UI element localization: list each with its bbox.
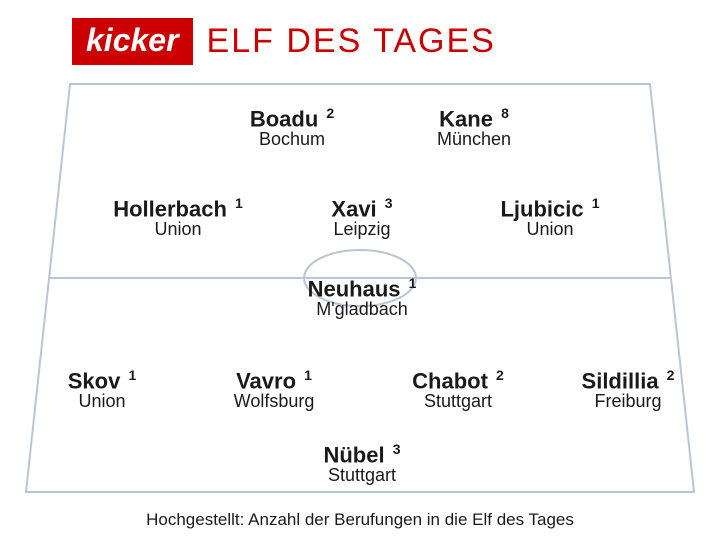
player-count: 8 bbox=[501, 105, 509, 121]
player-name: Boadu 2 bbox=[250, 106, 334, 130]
player-team: Union bbox=[68, 392, 137, 411]
player-name: Vavro 1 bbox=[234, 368, 315, 392]
player-skov: Skov 1Union bbox=[68, 368, 137, 411]
player-chabot: Chabot 2Stuttgart bbox=[412, 368, 504, 411]
player-team: Bochum bbox=[250, 130, 334, 149]
player-name: Chabot 2 bbox=[412, 368, 504, 392]
player-count: 3 bbox=[385, 195, 393, 211]
player-name: Hollerbach 1 bbox=[113, 196, 243, 220]
player-count: 2 bbox=[326, 105, 334, 121]
header: kicker ELF DES TAGES bbox=[72, 18, 496, 65]
player-hollerbach: Hollerbach 1Union bbox=[113, 196, 243, 239]
player-count: 2 bbox=[667, 367, 675, 383]
player-name: Xavi 3 bbox=[331, 196, 392, 220]
player-team: Stuttgart bbox=[323, 466, 400, 485]
player-vavro: Vavro 1Wolfsburg bbox=[234, 368, 315, 411]
player-count: 1 bbox=[128, 367, 136, 383]
player-team: München bbox=[437, 130, 511, 149]
player-boadu: Boadu 2Bochum bbox=[250, 106, 334, 149]
player-team: Leipzig bbox=[331, 220, 392, 239]
player-name: Kane 8 bbox=[437, 106, 511, 130]
player-ljubicic: Ljubicic 1Union bbox=[500, 196, 599, 239]
player-team: Union bbox=[113, 220, 243, 239]
player-count: 2 bbox=[496, 367, 504, 383]
player-sildillia: Sildillia 2Freiburg bbox=[582, 368, 675, 411]
player-count: 1 bbox=[409, 275, 417, 291]
player-count: 1 bbox=[235, 195, 243, 211]
player-name: Skov 1 bbox=[68, 368, 137, 392]
footnote: Hochgestellt: Anzahl der Berufungen in d… bbox=[0, 510, 720, 530]
player-count: 1 bbox=[304, 367, 312, 383]
player-count: 1 bbox=[592, 195, 600, 211]
kicker-logo: kicker bbox=[72, 18, 193, 65]
player-xavi: Xavi 3Leipzig bbox=[331, 196, 392, 239]
player-count: 3 bbox=[393, 441, 401, 457]
player-name: Nübel 3 bbox=[323, 442, 400, 466]
player-nübel: Nübel 3Stuttgart bbox=[323, 442, 400, 485]
player-neuhaus: Neuhaus 1M'gladbach bbox=[308, 276, 417, 319]
player-team: Freiburg bbox=[582, 392, 675, 411]
player-team: Stuttgart bbox=[412, 392, 504, 411]
player-name: Neuhaus 1 bbox=[308, 276, 417, 300]
player-team: Wolfsburg bbox=[234, 392, 315, 411]
player-name: Sildillia 2 bbox=[582, 368, 675, 392]
player-team: M'gladbach bbox=[308, 300, 417, 319]
player-team: Union bbox=[500, 220, 599, 239]
page-title: ELF DES TAGES bbox=[207, 22, 496, 61]
player-name: Ljubicic 1 bbox=[500, 196, 599, 220]
player-kane: Kane 8München bbox=[437, 106, 511, 149]
pitch-diagram: Boadu 2BochumKane 8MünchenHollerbach 1Un… bbox=[20, 78, 700, 498]
